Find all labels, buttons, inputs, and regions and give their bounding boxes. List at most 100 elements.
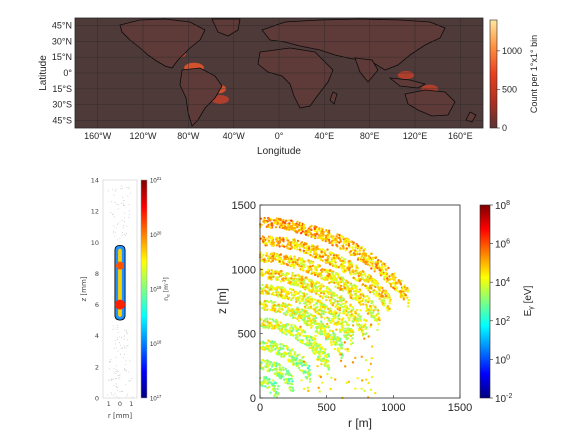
photon-point: [309, 313, 313, 316]
map-x-tick: 160°W: [84, 131, 112, 141]
photon-point: [314, 340, 317, 344]
photon-point: [289, 259, 292, 263]
photon-point: [286, 223, 289, 226]
photon-point: [349, 293, 352, 296]
photon-point: [274, 367, 278, 370]
photon-point: [330, 376, 333, 380]
photon-point: [323, 354, 327, 358]
photon-point: [302, 281, 306, 284]
photon-colorbar-tick: 106: [495, 239, 510, 251]
halo-dot: [123, 233, 125, 235]
photon-point: [282, 301, 285, 305]
photon-point: [307, 344, 310, 347]
photon-point: [285, 344, 288, 348]
map-y-tick: 15°N: [52, 52, 72, 62]
photon-point: [366, 278, 369, 281]
photon-point: [394, 281, 398, 284]
photon-point: [336, 296, 340, 299]
photon-point: [349, 287, 352, 290]
photon-point: [331, 241, 334, 245]
map-y-tick: 45°N: [52, 20, 72, 30]
photon-point: [352, 317, 355, 320]
halo-dot: [126, 370, 127, 372]
photon-colorbar-tick: 108: [495, 200, 510, 212]
photon-point: [279, 258, 283, 261]
photon-point: [358, 279, 361, 283]
halo-dot: [111, 214, 113, 216]
photon-point: [273, 372, 277, 376]
photon-point: [351, 246, 354, 249]
photon-point: [273, 384, 277, 388]
photon-point: [363, 279, 366, 282]
photon-point: [371, 260, 375, 264]
photon-point: [270, 292, 274, 296]
photon-point: [387, 266, 390, 270]
photon-point: [323, 305, 326, 309]
photon-point: [269, 323, 272, 327]
photon-point: [347, 244, 351, 247]
photon-point: [269, 272, 273, 275]
photon-point: [270, 327, 274, 330]
photon-point: [287, 297, 290, 301]
halo-dot: [123, 338, 125, 340]
photon-point: [278, 236, 282, 240]
photon-point: [333, 341, 336, 344]
photon-point: [298, 226, 302, 229]
photon-point: [314, 322, 318, 326]
photon-point: [364, 252, 367, 256]
photon-point: [282, 312, 286, 315]
map-y-tick: 30°S: [52, 100, 72, 110]
photon-point: [323, 268, 326, 271]
photon-point: [263, 299, 267, 303]
halo-dot: [120, 202, 122, 204]
photon-point: [347, 307, 351, 310]
photon-point: [318, 390, 321, 393]
halo-dot: [112, 232, 114, 234]
photon-point: [386, 305, 390, 309]
photon-point: [302, 249, 306, 253]
photon-point: [275, 291, 278, 294]
photon-point: [302, 363, 306, 367]
photon-point: [288, 326, 292, 330]
photon-point: [330, 335, 333, 339]
halo-dot: [124, 205, 125, 207]
photon-point: [332, 256, 336, 260]
photon-point: [294, 326, 298, 330]
halo-dot: [112, 394, 114, 396]
photon-point: [367, 257, 370, 260]
photon-point: [350, 270, 353, 274]
photon-point: [331, 330, 335, 333]
photon-point: [402, 297, 405, 300]
photon-point: [322, 310, 325, 313]
photon-point: [327, 236, 331, 239]
photon-point: [360, 387, 363, 390]
photon-point: [343, 260, 347, 264]
photon-point: [275, 362, 278, 365]
map-colorbar-tick: 0: [502, 123, 507, 133]
halo-dot: [121, 347, 123, 349]
photon-point: [272, 293, 276, 297]
photon-point: [301, 291, 304, 295]
photon-point: [310, 319, 313, 322]
halo-dot: [128, 214, 130, 215]
photon-point: [270, 349, 273, 352]
photon-point: [359, 296, 362, 299]
photon-point: [284, 330, 287, 333]
photon-point: [280, 329, 284, 333]
photon-point: [281, 366, 285, 369]
photon-point: [376, 309, 380, 312]
photon-point: [324, 310, 327, 314]
photon-point: [328, 263, 332, 266]
photon-point: [350, 261, 353, 265]
halo-dot: [124, 335, 125, 337]
photon-point: [275, 346, 279, 349]
photon-point: [323, 317, 326, 320]
photon-point: [355, 266, 359, 269]
photon-point: [358, 290, 362, 293]
photon-point: [273, 381, 277, 384]
photon-point: [309, 305, 313, 308]
photon-point: [332, 334, 336, 338]
halo-dot: [119, 188, 121, 190]
photon-point: [338, 309, 341, 312]
photon-point: [293, 240, 296, 243]
